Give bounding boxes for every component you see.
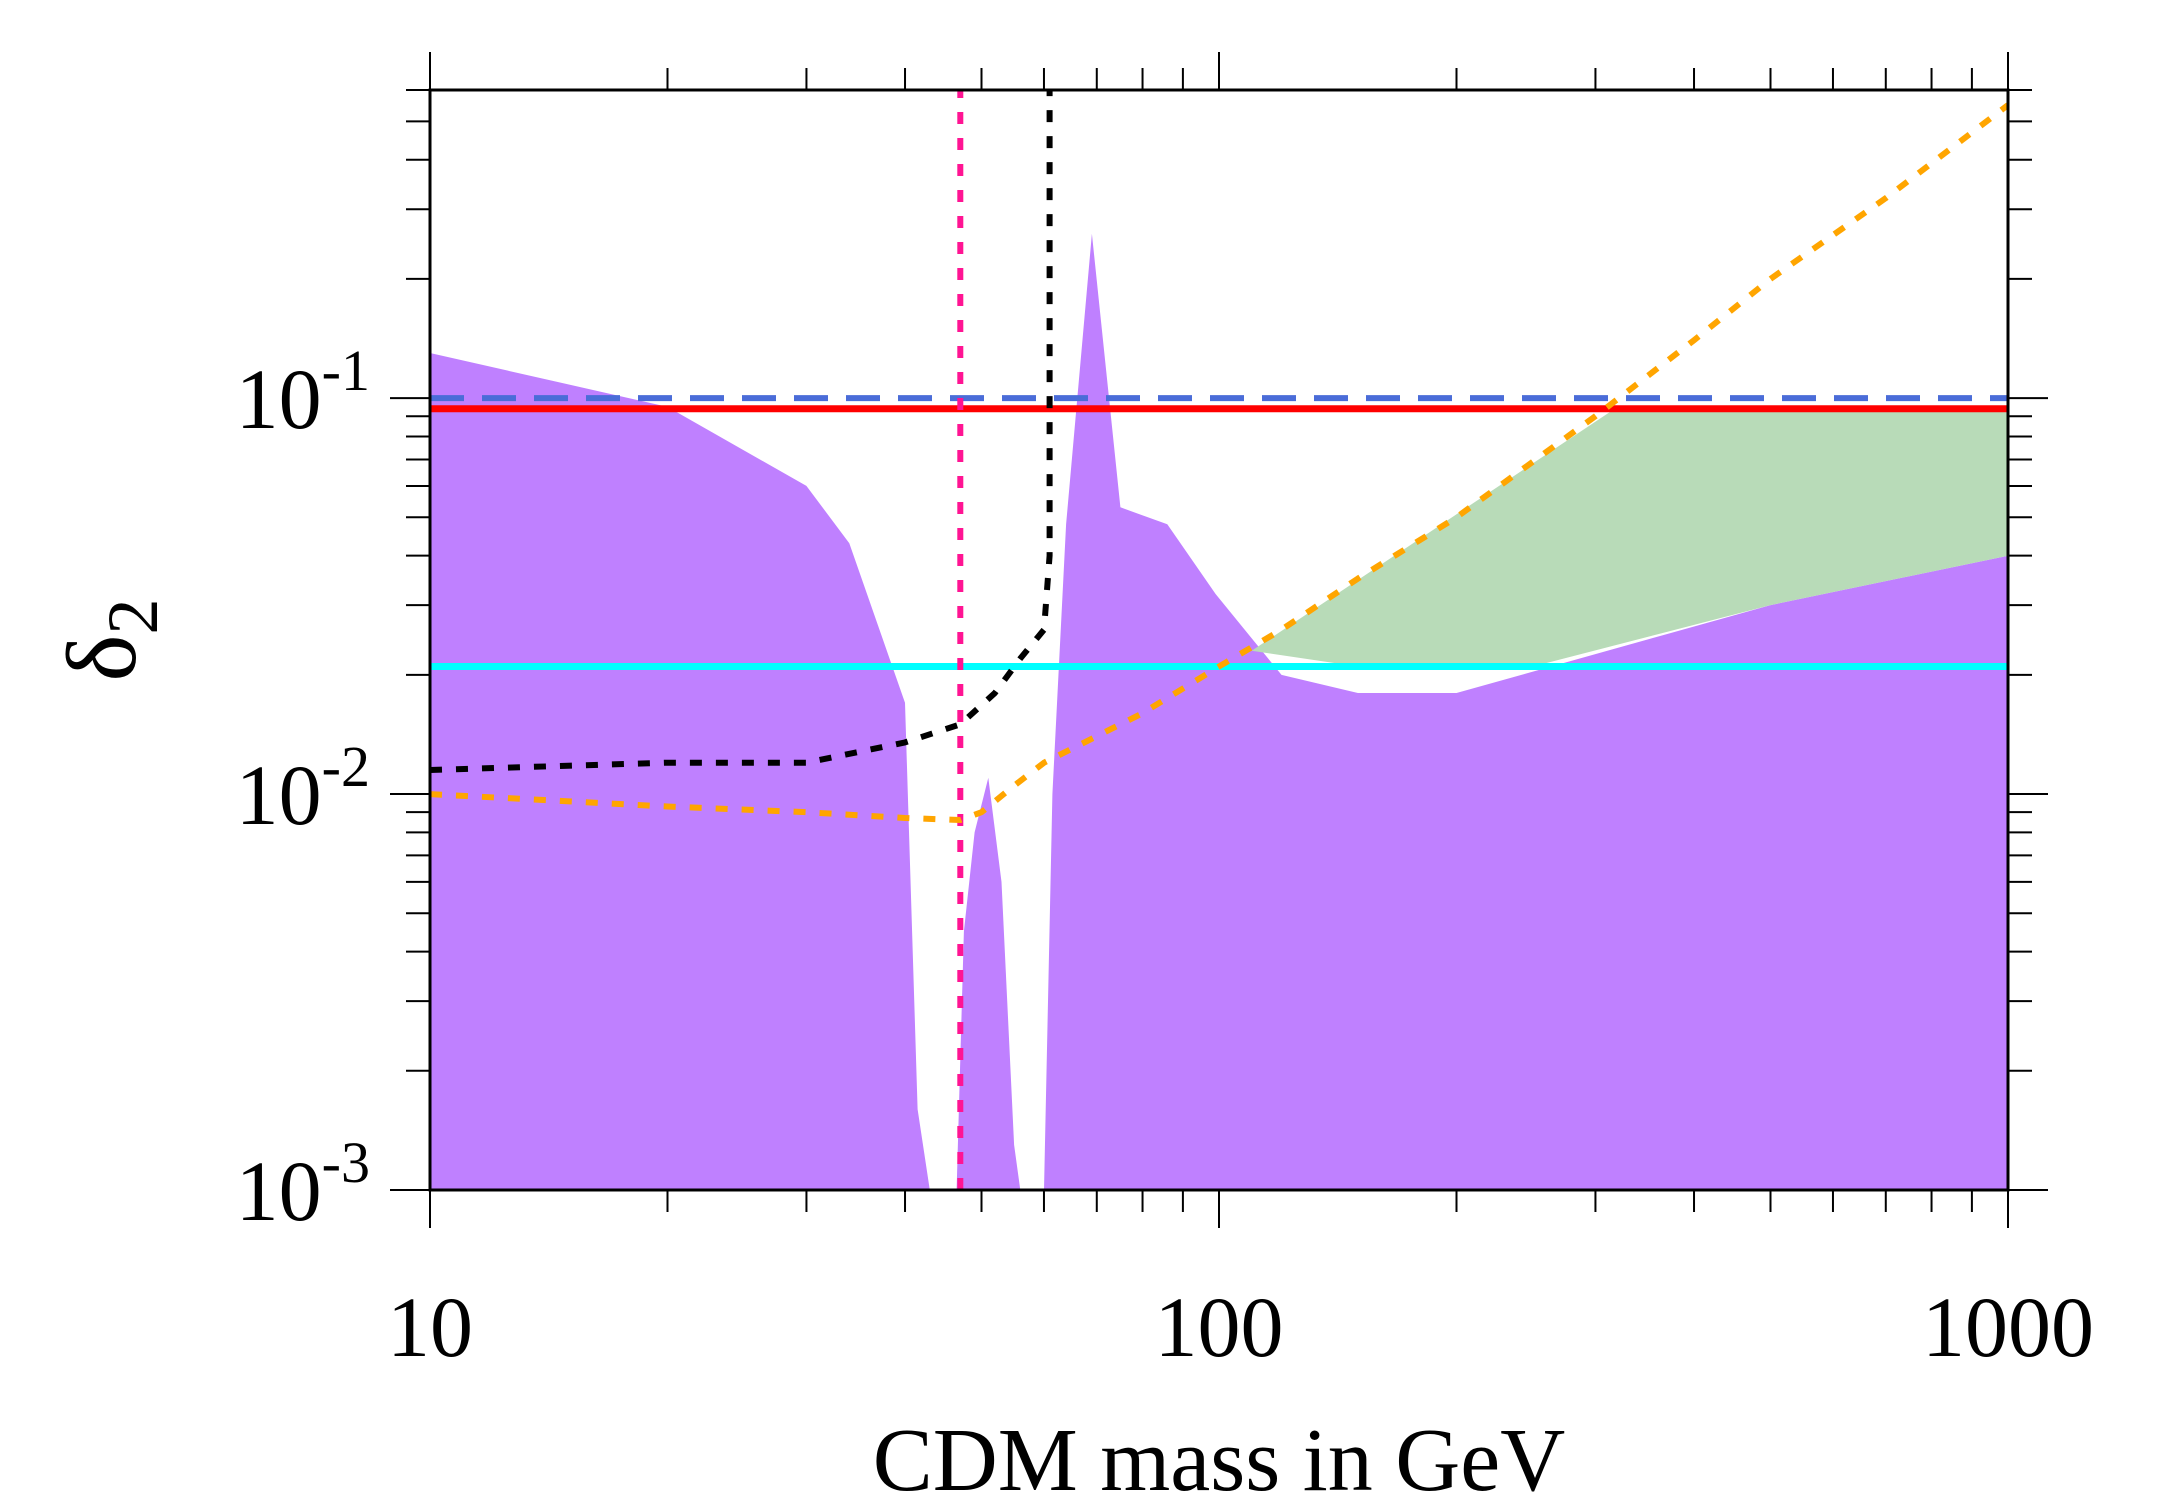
y-tick-label-exponent: -2: [322, 734, 370, 799]
axis-ticks: [390, 52, 2048, 1228]
y-tick-label: 10-2: [236, 734, 370, 843]
y-tick-label-exponent: -3: [322, 1130, 370, 1195]
x-tick-label: 100: [1155, 1279, 1284, 1375]
y-axis-title: δ2: [46, 598, 173, 681]
y-axis-title-base: δ: [46, 634, 157, 681]
allowed-regions: [430, 233, 2008, 1190]
y-tick-label-base: 10: [236, 747, 322, 843]
y-axis-title-subscript: 2: [93, 598, 173, 634]
y-tick-label: 10-3: [236, 1130, 370, 1239]
x-tick-label: 1000: [1922, 1279, 2094, 1375]
allowed-purple-island-2: [1044, 233, 2008, 1190]
constraint-lines: [430, 90, 2008, 1190]
y-tick-label-exponent: -1: [322, 338, 370, 403]
allowed-green: [1251, 406, 2008, 667]
y-tick-label-base: 10: [236, 1143, 322, 1239]
y-tick-label-base: 10: [236, 351, 322, 447]
x-tick-label: 10: [387, 1279, 473, 1375]
orange-dotted: [430, 102, 2008, 823]
allowed-purple-island-1: [956, 777, 1021, 1190]
allowed-purple-main: [430, 353, 930, 1190]
black-dotted: [430, 90, 1053, 773]
x-axis-title: CDM mass in GeV: [873, 1411, 1566, 1510]
y-tick-label: 10-1: [236, 338, 370, 447]
